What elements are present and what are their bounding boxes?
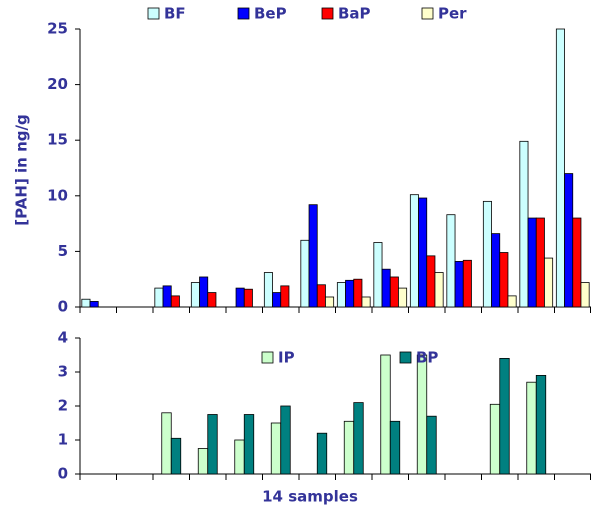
bar xyxy=(207,414,218,475)
bar xyxy=(462,259,472,308)
bar xyxy=(555,28,565,308)
bar xyxy=(336,282,346,308)
bar xyxy=(270,422,282,475)
legend-swatch xyxy=(399,351,412,364)
bar xyxy=(170,295,180,308)
bar xyxy=(308,204,318,308)
bar xyxy=(580,282,590,308)
bar xyxy=(507,295,517,308)
bar xyxy=(491,233,501,308)
bar xyxy=(434,272,444,308)
bar xyxy=(353,402,364,475)
legend-label: BP xyxy=(416,349,438,367)
legend-label: BeP xyxy=(254,5,287,23)
bar xyxy=(426,255,436,308)
bar xyxy=(361,296,371,308)
bar xyxy=(316,284,326,308)
legend-swatch xyxy=(421,7,434,20)
bar xyxy=(197,448,209,475)
bar xyxy=(81,298,91,308)
bar xyxy=(564,173,574,308)
bar xyxy=(499,252,509,308)
bar xyxy=(234,439,245,475)
legend-swatch xyxy=(237,7,250,20)
bar xyxy=(243,414,255,475)
legend-label: Per xyxy=(438,5,467,23)
bar xyxy=(454,261,464,308)
legend-swatch xyxy=(321,7,334,20)
bar xyxy=(316,432,328,475)
bar xyxy=(207,292,217,308)
bar xyxy=(280,285,290,308)
bar xyxy=(389,276,399,308)
bar xyxy=(398,287,408,308)
bar xyxy=(527,217,537,308)
bar xyxy=(343,420,355,475)
bar xyxy=(446,214,456,308)
y-tick-label: 5 xyxy=(58,242,68,260)
bar xyxy=(535,217,545,308)
bar xyxy=(353,278,363,308)
bar xyxy=(426,415,437,475)
y-tick-label: 15 xyxy=(47,131,68,149)
bar xyxy=(389,420,401,475)
bar xyxy=(199,276,209,308)
bar xyxy=(373,242,383,308)
bar xyxy=(416,354,428,475)
bar xyxy=(409,194,419,308)
bar xyxy=(170,437,182,475)
bar xyxy=(381,268,391,308)
bar xyxy=(572,217,582,308)
bar xyxy=(325,296,335,308)
bar xyxy=(345,279,355,308)
bar xyxy=(190,282,200,308)
bar xyxy=(272,292,282,308)
legend-label: BaP xyxy=(338,5,371,23)
y-tick-label: 25 xyxy=(47,20,68,38)
bar xyxy=(300,239,310,308)
bar xyxy=(161,412,172,475)
y-tick-label: 0 xyxy=(58,298,68,316)
y-tick-label: 4 xyxy=(58,329,68,347)
y-tick-label: 10 xyxy=(47,186,68,204)
bar xyxy=(519,140,529,308)
legend-swatch xyxy=(261,351,274,364)
y-tick-label: 0 xyxy=(58,465,68,483)
bar xyxy=(544,257,554,308)
bar xyxy=(380,354,391,475)
bar xyxy=(489,403,501,475)
legend-label: BF xyxy=(164,5,186,23)
bar xyxy=(154,287,164,308)
bar xyxy=(235,287,245,308)
bar xyxy=(499,357,510,475)
y-axis-label: [PAH] in ng/g xyxy=(13,114,31,225)
bar xyxy=(418,197,428,308)
y-tick-label: 1 xyxy=(58,431,68,449)
bar xyxy=(280,405,291,475)
y-tick-label: 3 xyxy=(58,363,68,381)
bar xyxy=(243,288,253,308)
y-tick-label: 2 xyxy=(58,397,68,415)
bar xyxy=(162,285,172,308)
y-tick-label: 20 xyxy=(47,75,68,93)
bar xyxy=(526,381,537,475)
bar xyxy=(263,272,273,308)
x-axis-label: 14 samples xyxy=(262,488,358,506)
bar xyxy=(89,301,99,308)
bar xyxy=(535,374,547,475)
legend-swatch xyxy=(147,7,160,20)
legend-label: IP xyxy=(278,349,295,367)
bar xyxy=(482,200,492,308)
